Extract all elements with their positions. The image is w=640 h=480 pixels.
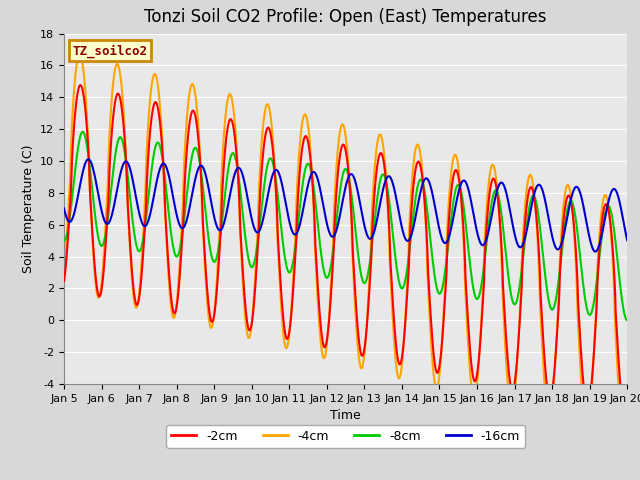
X-axis label: Time: Time (330, 409, 361, 422)
Legend: -2cm, -4cm, -8cm, -16cm: -2cm, -4cm, -8cm, -16cm (166, 425, 525, 448)
Y-axis label: Soil Temperature (C): Soil Temperature (C) (22, 144, 35, 273)
Title: Tonzi Soil CO2 Profile: Open (East) Temperatures: Tonzi Soil CO2 Profile: Open (East) Temp… (145, 9, 547, 26)
Text: TZ_soilco2: TZ_soilco2 (72, 44, 147, 58)
